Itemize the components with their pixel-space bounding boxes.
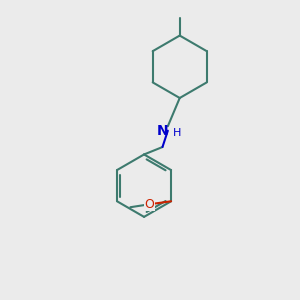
Text: O: O — [145, 198, 154, 211]
Text: H: H — [173, 128, 182, 138]
Text: N: N — [157, 124, 168, 138]
